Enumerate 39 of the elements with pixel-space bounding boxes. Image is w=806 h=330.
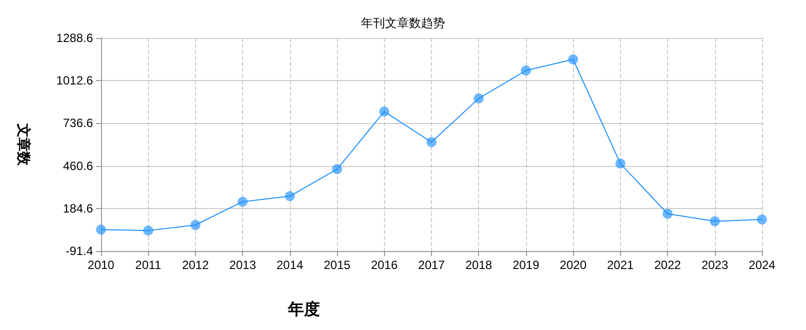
x-tick-label: 2010 [88,258,115,272]
y-tick-label: 184.6 [62,201,94,216]
y-tick-label: 1012.6 [56,74,94,88]
point [332,164,342,174]
x-tick-label: 2016 [370,258,398,272]
x-tick-label: 2023 [701,258,728,272]
y-tick-label: -91.4 [66,244,94,258]
point [284,191,295,202]
chart-title: 年刊文章数趋势 [361,16,445,30]
point [757,214,767,224]
point [568,54,578,64]
point [615,158,626,169]
x-tick-label: 2013 [229,258,256,272]
point [238,196,248,207]
x-tick-label: 2017 [418,258,446,272]
point [710,216,720,226]
x-tick-label: 2021 [607,258,634,272]
point [426,137,436,148]
x-tick-label: 2020 [560,258,587,272]
point [662,208,673,219]
point [143,226,154,236]
y-tick-label: 460.6 [62,158,94,173]
x-tick-label: 2018 [465,258,492,272]
x-tick-label: 2012 [182,258,210,272]
x-axis-title: 年度 [287,300,320,318]
x-tick-label: 2022 [654,258,682,272]
y-tick-label: 736.6 [62,116,94,130]
point [96,224,106,235]
y-axis-title: 文章数 [16,122,32,166]
x-tick-label: 2014 [276,258,304,272]
x-tick-label: 2019 [512,258,540,272]
point [520,66,531,76]
y-tick-label: 1288.6 [56,31,94,45]
point [190,220,200,230]
x-tick-label: 2015 [324,258,351,272]
x-tick-label: 2024 [748,258,776,272]
point [379,106,390,117]
x-tick-label: 2011 [135,258,162,272]
point [474,93,484,104]
